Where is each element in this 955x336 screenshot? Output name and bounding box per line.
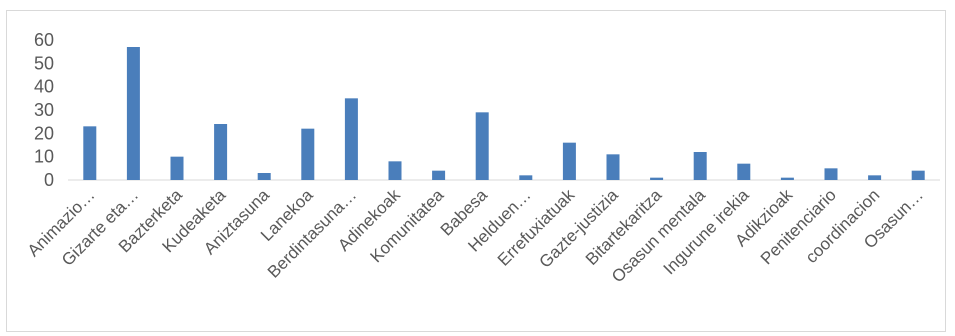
bar: [388, 161, 402, 180]
bar: [301, 128, 315, 180]
y-tick-label: 20: [34, 123, 54, 143]
bar: [432, 170, 446, 180]
bar: [606, 154, 620, 180]
bar: [214, 124, 228, 180]
bar: [824, 168, 838, 180]
bar: [911, 170, 925, 180]
bar: [170, 156, 184, 180]
bar: [562, 142, 576, 180]
bar: [737, 163, 751, 180]
bar: [475, 112, 489, 180]
bar: [257, 173, 271, 180]
bar: [868, 175, 882, 180]
bar: [126, 47, 140, 180]
y-tick-label: 60: [34, 30, 54, 50]
bar: [650, 177, 664, 180]
x-axis-labels: Animazio…Gizarte eta…BazterketaKudeaketa…: [24, 185, 927, 286]
y-tick-label: 40: [34, 77, 54, 97]
bar: [693, 152, 707, 180]
bar: [344, 98, 358, 180]
bar: [519, 175, 533, 180]
y-tick-label: 30: [34, 100, 54, 120]
y-tick-label: 0: [44, 170, 54, 190]
bars: [83, 47, 925, 180]
y-tick-label: 50: [34, 53, 54, 73]
bar: [780, 177, 794, 180]
y-axis-ticks: 0 10 20 30 40 50 60: [34, 30, 54, 190]
y-tick-label: 10: [34, 147, 54, 167]
bar: [83, 126, 97, 180]
